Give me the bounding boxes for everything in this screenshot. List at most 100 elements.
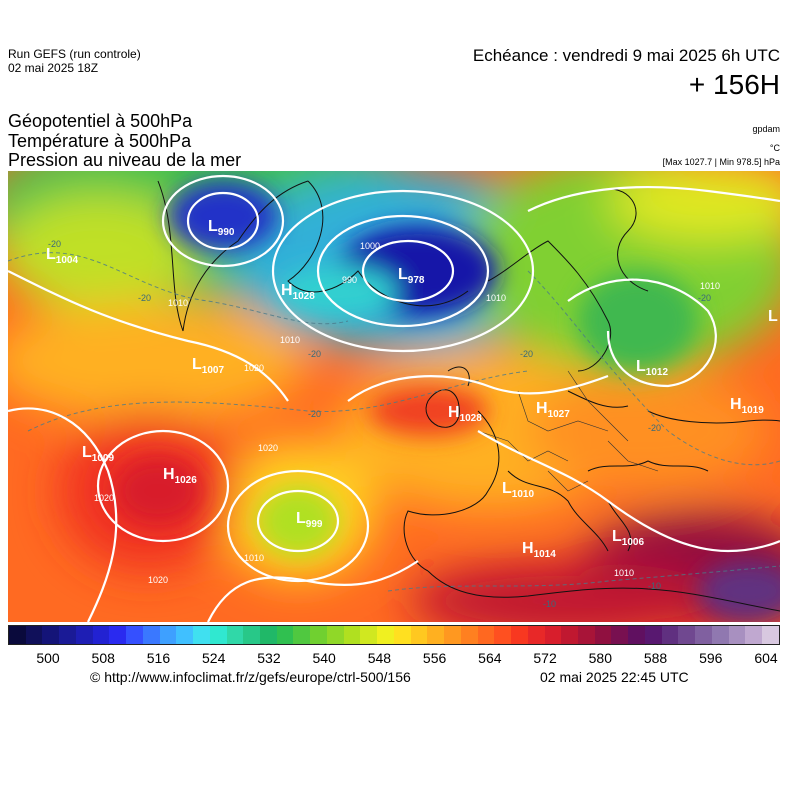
temperature-label: -20 xyxy=(138,293,151,303)
scale-tick-label: 588 xyxy=(643,650,668,666)
unit-celsius: °C xyxy=(769,143,780,153)
scale-swatch xyxy=(9,626,26,644)
scale-swatch xyxy=(126,626,143,644)
scale-swatch xyxy=(276,626,294,644)
pressure-centers: L1004 L990 H1028 L978 L1007 H1028 H1027 … xyxy=(46,218,778,560)
scale-tick-label: 516 xyxy=(146,650,171,666)
isobar-label: 1020 xyxy=(244,363,264,373)
scale-swatch xyxy=(661,626,679,644)
isobar-label: 990 xyxy=(342,275,357,285)
temperature-labels: -20 -20 -20 -20 -20 -20 -20 -10 -10 xyxy=(48,239,711,609)
center-label: L1006 xyxy=(612,528,644,548)
center-label: H1026 xyxy=(163,466,197,486)
isobar-label: 1010 xyxy=(168,298,188,308)
center-label: L990 xyxy=(208,218,235,238)
center-label: L1010 xyxy=(502,480,534,500)
scale-tick-label: 580 xyxy=(588,650,612,666)
run-title: Run GEFS (run controle) xyxy=(8,47,141,61)
scale-tick-label: 548 xyxy=(367,650,392,666)
scale-swatch xyxy=(444,626,461,644)
scale-swatch xyxy=(762,626,779,644)
temperature-label: -20 xyxy=(520,349,533,359)
temperature-label: -20 xyxy=(648,423,661,433)
scale-tick-label: 596 xyxy=(699,650,723,666)
center-label: H1028 xyxy=(281,282,315,302)
map-svg: L1004 L990 H1028 L978 L1007 H1028 H1027 … xyxy=(8,171,780,622)
isotherms xyxy=(8,252,780,592)
scale-tick-label: 564 xyxy=(478,650,502,666)
scale-swatch xyxy=(176,626,194,644)
source-url: © http://www.infoclimat.fr/z/gefs/europe… xyxy=(90,669,411,685)
scale-swatch xyxy=(544,626,562,644)
center-label: L xyxy=(768,308,778,325)
scale-swatch xyxy=(711,626,729,644)
scale-swatch xyxy=(477,626,495,644)
scale-swatch xyxy=(745,626,763,644)
coastlines xyxy=(157,180,780,612)
field-geopotential: Géopotentiel à 500hPa xyxy=(8,111,193,131)
scale-swatch xyxy=(193,626,210,644)
color-scale xyxy=(8,625,780,645)
scale-swatch xyxy=(577,626,595,644)
temperature-label: -20 xyxy=(698,293,711,303)
scale-swatch xyxy=(226,626,244,644)
center-label: L1004 xyxy=(46,246,78,266)
scale-swatch xyxy=(326,626,344,644)
center-label: L1009 xyxy=(82,444,114,464)
scale-swatch xyxy=(159,626,177,644)
scale-swatch xyxy=(594,626,612,644)
temperature-label: -10 xyxy=(543,599,556,609)
field-temperature: Température à 500hPa xyxy=(8,131,192,151)
scale-tick-label: 540 xyxy=(312,650,336,666)
scale-tick-label: 572 xyxy=(533,650,557,666)
scale-swatch xyxy=(360,626,378,644)
unit-gpdam: gpdam xyxy=(752,124,780,134)
scale-tick-label: 524 xyxy=(202,650,226,666)
echeance-label: Echéance : vendredi 9 mai 2025 6h UTC xyxy=(472,46,780,65)
scale-swatch xyxy=(410,626,428,644)
weather-map: L1004 L990 H1028 L978 L1007 H1028 H1027 … xyxy=(8,171,780,622)
scale-swatch xyxy=(644,626,662,644)
scale-swatch xyxy=(611,626,629,644)
scale-swatch xyxy=(494,626,512,644)
scale-swatch xyxy=(460,626,478,644)
center-label: H1014 xyxy=(522,540,556,560)
scale-swatch xyxy=(243,626,261,644)
center-label: L978 xyxy=(398,266,425,286)
temperature-label: -10 xyxy=(648,581,661,591)
scale-swatch xyxy=(628,626,645,644)
scale-swatch xyxy=(42,626,60,644)
scale-swatch xyxy=(511,626,528,644)
center-label: H1027 xyxy=(536,400,570,420)
isobar-label: 1010 xyxy=(700,281,720,291)
scale-tick-label: 500 xyxy=(36,650,60,666)
scale-swatch xyxy=(377,626,394,644)
lead-time: + 156H xyxy=(688,69,780,100)
isobar-label: 1010 xyxy=(244,553,264,563)
scale-tick-label: 532 xyxy=(257,650,281,666)
isobar-label: 1020 xyxy=(94,493,114,503)
isobar-label: 1020 xyxy=(258,443,278,453)
scale-swatch xyxy=(209,626,227,644)
scale-swatch xyxy=(343,626,361,644)
scale-swatch xyxy=(427,626,445,644)
scale-swatch xyxy=(393,626,411,644)
scale-tick-label: 556 xyxy=(422,650,447,666)
temperature-label: -20 xyxy=(48,239,61,249)
isobar-label: 1010 xyxy=(486,293,506,303)
scale-swatch xyxy=(561,626,578,644)
center-label: H1028 xyxy=(448,404,482,424)
scale-tick-label: 508 xyxy=(91,650,115,666)
scale-swatch xyxy=(260,626,277,644)
scale-swatch xyxy=(59,626,76,644)
scale-swatch xyxy=(142,626,160,644)
scale-swatch xyxy=(75,626,93,644)
center-label: L1007 xyxy=(192,356,224,376)
center-label: L999 xyxy=(296,510,323,530)
pressure-range: [Max 1027.7 | Min 978.5] hPa xyxy=(662,157,780,167)
isobar-label: 1010 xyxy=(280,335,300,345)
isobar-label: 1000 xyxy=(360,241,380,251)
scale-swatch xyxy=(25,626,43,644)
isobar-label: 1010 xyxy=(614,568,634,578)
run-date: 02 mai 2025 18Z xyxy=(8,61,99,75)
